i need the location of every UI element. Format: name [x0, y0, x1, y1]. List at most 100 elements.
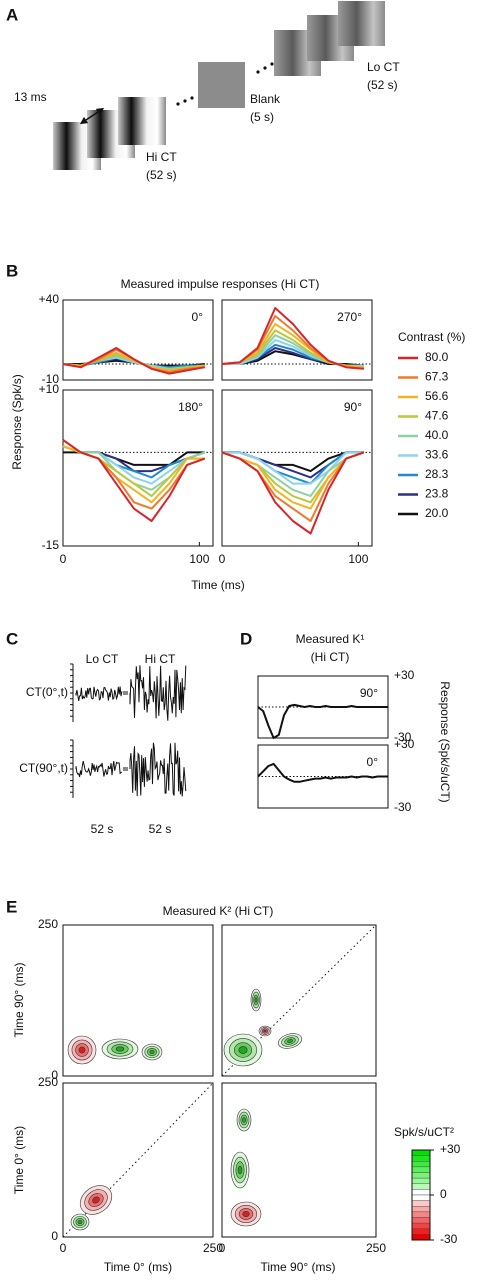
ellipsis-dot [256, 70, 260, 74]
interval-label: 13 ms [14, 90, 47, 104]
contour-level [92, 1196, 100, 1204]
chart-title: Measured impulse responses (Hi CT) [121, 277, 320, 291]
row-label: CT(90°,t) [19, 761, 68, 775]
ellipsis-dot [190, 96, 194, 100]
column-label: Lo CT [86, 652, 119, 666]
panel-letter: D [240, 629, 252, 648]
plot-frame [221, 924, 377, 1077]
response-line [222, 451, 364, 485]
x-tick-label: 100 [348, 552, 368, 566]
colorbar-cell [411, 1228, 431, 1235]
blank-marker [123, 767, 128, 771]
colorbar-cell [411, 1217, 431, 1224]
legend-label: 23.8 [425, 487, 449, 501]
response-line [62, 347, 205, 375]
row-label: CT(0°,t) [26, 685, 68, 699]
y-tick-label: +30 [394, 737, 415, 751]
x-tick-label: 0 [60, 1241, 67, 1255]
y-tick-label: -15 [42, 538, 60, 552]
y-axis-label: Time 90° (ms) [12, 962, 26, 1037]
blank-label: Blank [250, 92, 281, 106]
noise-trace [129, 742, 187, 797]
y-axis-label: Time 0° (ms) [12, 1126, 26, 1194]
grating [118, 97, 166, 145]
y-tick-label: -30 [394, 730, 412, 744]
x-tick-label: 100 [189, 552, 209, 566]
panel-letter: B [6, 261, 18, 280]
response-line [221, 451, 365, 535]
panel-label: 0° [192, 310, 204, 324]
x-tick-label: 250 [366, 1241, 386, 1255]
x-tick-label: 0 [60, 552, 67, 566]
colorbar-tick-label: +30 [440, 1142, 461, 1156]
y-tick-label: +40 [39, 292, 60, 306]
kernel-line [257, 762, 388, 783]
legend-label: 33.6 [425, 448, 449, 462]
x-tick-label: 0 [219, 552, 226, 566]
panel-label: 90° [344, 400, 362, 414]
legend-label: 47.6 [425, 409, 449, 423]
colorbar-title: Spk/s/uCT² [394, 1125, 454, 1139]
colorbar-tick-label: 0 [440, 1187, 447, 1201]
colorbar-cell [411, 1206, 431, 1213]
colorbar-cell [411, 1172, 431, 1179]
x-tick-label: 250 [203, 1241, 223, 1255]
response-line [221, 451, 365, 510]
diagonal [62, 1082, 214, 1238]
plot-frame [221, 389, 373, 547]
plot-frame [62, 924, 214, 1077]
colorbar-cell [411, 1194, 431, 1201]
contour-level [242, 1117, 246, 1123]
grating [338, 1, 385, 46]
legend-label: 20.0 [425, 506, 449, 520]
x-axis-label: Time 0° (ms) [104, 1260, 172, 1274]
response-line [62, 439, 206, 522]
contour-level [254, 997, 258, 1003]
contour-level [263, 1029, 267, 1033]
noise-trace [75, 686, 123, 701]
plot-frame [221, 299, 373, 381]
colorbar-cell [411, 1177, 431, 1184]
duration-label: 52 s [91, 822, 114, 836]
stimulus-diagram: 13 ms Hi CT (52 s) Blank (5 s) Lo CT (52… [14, 1, 400, 182]
response-line [221, 307, 364, 370]
panel-label: 0° [367, 755, 379, 769]
colorbar-cell [411, 1149, 431, 1156]
legend-label: 56.6 [425, 389, 449, 403]
contour-level [149, 1049, 155, 1055]
plot-frame [62, 389, 214, 547]
panel-label: 180° [178, 400, 203, 414]
y-tick-label: 0 [51, 1068, 58, 1082]
response-line [62, 439, 206, 510]
legend-label: 80.0 [425, 350, 449, 364]
x-axis-label: Time (ms) [191, 578, 245, 592]
contour-level [237, 1165, 243, 1175]
interval-arrow [79, 107, 105, 125]
colorbar-cell [411, 1189, 431, 1196]
y-axis-label: Response (Spk/s/uCT) [438, 681, 452, 802]
contour-level [115, 1046, 125, 1052]
y-tick-label: -10 [42, 372, 60, 386]
colorbar-cell [411, 1183, 431, 1190]
panel-label: 90° [360, 686, 378, 700]
legend-label: 67.3 [425, 370, 449, 384]
panel-letter: A [6, 5, 18, 24]
panel-letter: E [6, 897, 17, 916]
hi-duration: (52 s) [146, 168, 177, 182]
chart-title: Measured K² (Hi CT) [163, 904, 274, 918]
panel-letter: C [6, 629, 18, 648]
colorbar-cell [411, 1222, 431, 1229]
legend-label: 28.3 [425, 467, 449, 481]
duration-label: 52 s [149, 822, 172, 836]
contour-level [287, 1039, 293, 1043]
x-tick-label: 0 [219, 1241, 226, 1255]
kernel-line [257, 703, 388, 739]
colorbar-tick-label: -30 [440, 1232, 458, 1246]
y-tick-label: 250 [38, 1075, 58, 1089]
colorbar-cell [411, 1211, 431, 1218]
noise-trace [129, 665, 187, 721]
plot-frame [62, 299, 214, 381]
hi-label: Hi CT [146, 150, 177, 164]
contour-level [238, 1046, 248, 1054]
